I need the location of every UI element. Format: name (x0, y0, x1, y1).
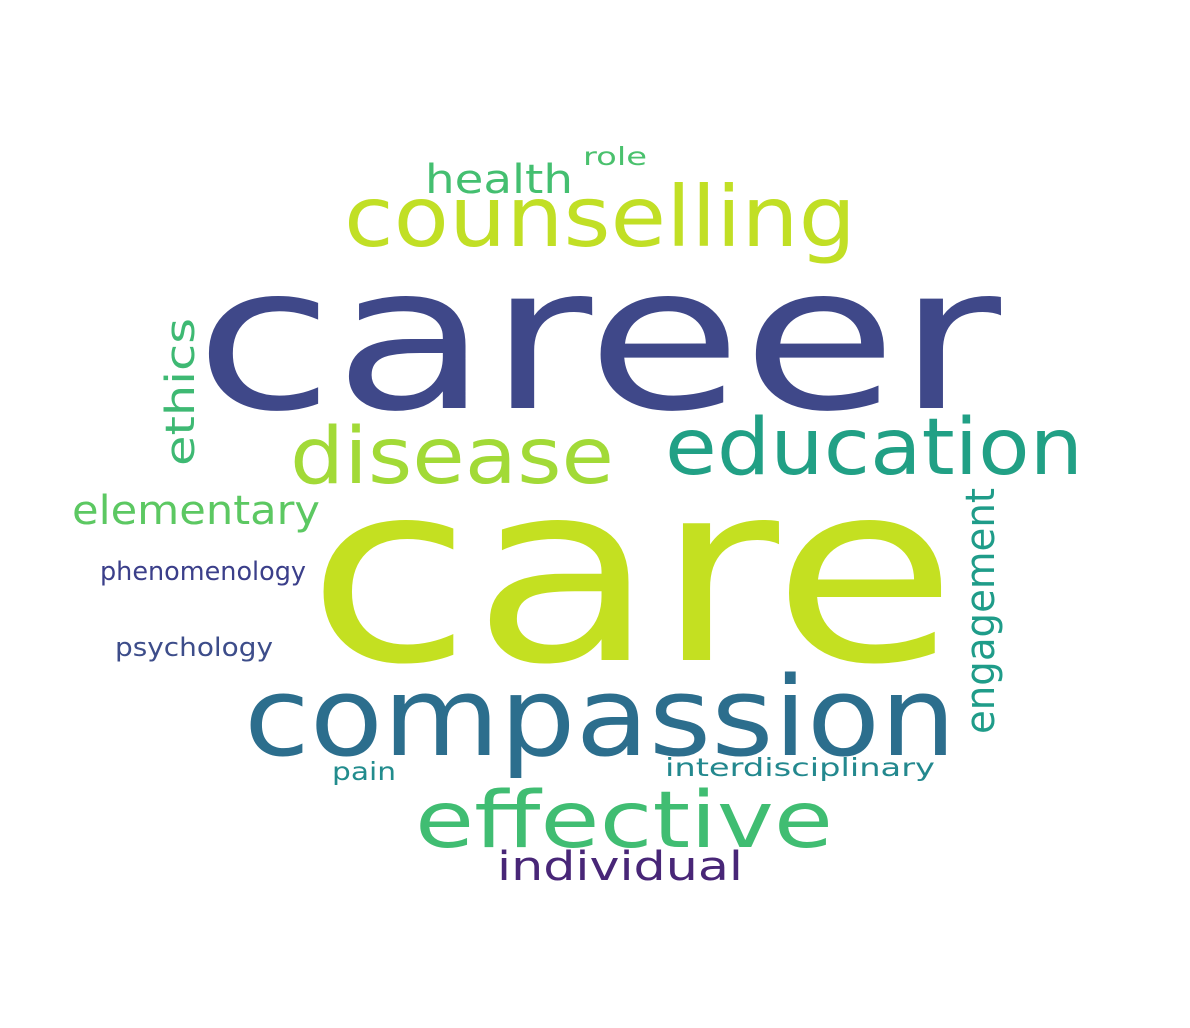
word-health: health (425, 157, 573, 203)
word-effective: effective (415, 776, 833, 866)
word-compassion: compassion (244, 653, 956, 781)
word-elementary: elementary (72, 488, 320, 534)
word-phenomenology: phenomenology (100, 557, 306, 587)
word-education: education (665, 403, 1083, 493)
word-role: role (583, 142, 647, 171)
word-counselling: counselling (344, 168, 856, 266)
word-care: care (307, 428, 957, 719)
word-disease: disease (290, 412, 614, 502)
word-career: career (195, 223, 1002, 456)
word-pain: pain (332, 757, 396, 786)
word-ethics: ethics (158, 318, 204, 466)
word-engagement: engagement (958, 488, 1004, 734)
word-psychology: psychology (115, 633, 273, 663)
word-individual: individual (497, 844, 743, 890)
word-interdisciplinary: interdisciplinary (665, 753, 935, 782)
